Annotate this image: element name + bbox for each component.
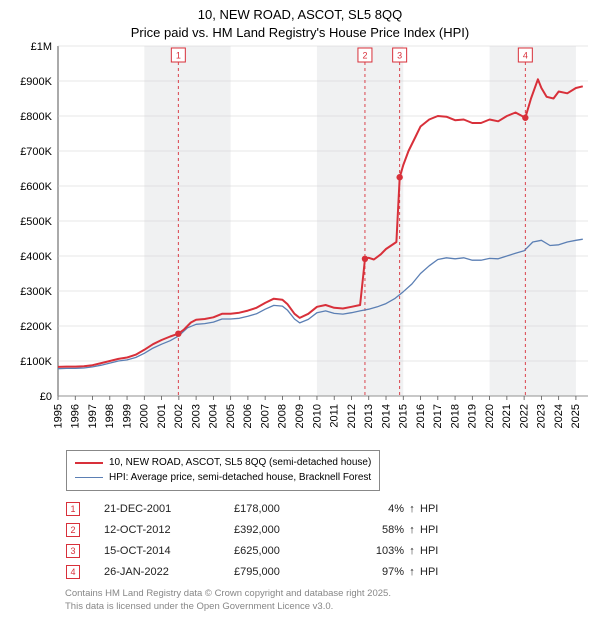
legend-label-hpi: HPI: Average price, semi-detached house,…	[109, 470, 371, 485]
event-pct: 97%	[344, 566, 404, 578]
svg-text:£100K: £100K	[20, 356, 52, 368]
title-line-1: 10, NEW ROAD, ASCOT, SL5 8QQ	[198, 7, 402, 22]
svg-text:2025: 2025	[570, 404, 582, 428]
title-line-2: Price paid vs. HM Land Registry's House …	[131, 25, 469, 40]
event-number-box: 3	[66, 544, 80, 558]
event-date: 21-DEC-2001	[104, 503, 234, 515]
svg-text:£1M: £1M	[31, 42, 52, 53]
svg-text:£500K: £500K	[20, 216, 52, 228]
arrow-up-icon: ↑	[404, 545, 420, 557]
svg-text:2006: 2006	[242, 404, 254, 428]
attribution-line-1: Contains HM Land Registry data © Crown c…	[65, 588, 391, 599]
svg-text:£300K: £300K	[20, 286, 52, 298]
svg-text:2000: 2000	[139, 404, 151, 428]
svg-text:2023: 2023	[536, 404, 548, 428]
legend: 10, NEW ROAD, ASCOT, SL5 8QQ (semi-detac…	[66, 450, 380, 491]
event-row: 4 26-JAN-2022£795,00097%↑HPI	[66, 561, 460, 582]
arrow-up-icon: ↑	[404, 503, 420, 515]
svg-text:£600K: £600K	[20, 181, 52, 193]
event-row: 3 15-OCT-2014£625,000103%↑HPI	[66, 540, 460, 561]
event-date: 26-JAN-2022	[104, 566, 234, 578]
svg-text:2020: 2020	[484, 404, 496, 428]
event-date: 15-OCT-2014	[104, 545, 234, 557]
svg-text:1996: 1996	[70, 404, 82, 428]
svg-text:2015: 2015	[398, 404, 410, 428]
attribution: Contains HM Land Registry data © Crown c…	[65, 588, 391, 614]
svg-text:1997: 1997	[87, 404, 99, 428]
svg-text:2019: 2019	[467, 404, 479, 428]
svg-text:2002: 2002	[173, 404, 185, 428]
svg-text:3: 3	[397, 51, 402, 61]
legend-item-property: 10, NEW ROAD, ASCOT, SL5 8QQ (semi-detac…	[75, 455, 371, 470]
svg-text:1998: 1998	[104, 404, 116, 428]
event-pct: 4%	[344, 503, 404, 515]
event-pct: 103%	[344, 545, 404, 557]
chart-svg: £0 £100K £200K £300K £400K £500K £600K £700K £80…	[0, 42, 600, 442]
event-number-box: 4	[66, 565, 80, 579]
svg-text:2016: 2016	[415, 404, 427, 428]
svg-text:£900K: £900K	[20, 76, 52, 88]
event-date: 12-OCT-2012	[104, 524, 234, 536]
event-suffix: HPI	[420, 545, 460, 557]
svg-text:2005: 2005	[225, 404, 237, 428]
events-table: 121-DEC-2001£178,0004%↑HPI212-OCT-2012£3…	[66, 498, 460, 582]
svg-text:2017: 2017	[432, 404, 444, 428]
arrow-up-icon: ↑	[404, 524, 420, 536]
svg-text:2001: 2001	[156, 404, 168, 428]
svg-text:£800K: £800K	[20, 111, 52, 123]
legend-label-property: 10, NEW ROAD, ASCOT, SL5 8QQ (semi-detac…	[109, 455, 371, 470]
event-price: £625,000	[234, 545, 344, 557]
svg-text:2014: 2014	[380, 404, 392, 428]
chart-plot: £0 £100K £200K £300K £400K £500K £600K £700K £80…	[0, 42, 600, 442]
chart-title: 10, NEW ROAD, ASCOT, SL5 8QQ Price paid …	[0, 0, 600, 41]
svg-text:1: 1	[176, 51, 181, 61]
legend-swatch-property	[75, 462, 103, 464]
svg-text:2011: 2011	[329, 404, 341, 428]
event-price: £392,000	[234, 524, 344, 536]
svg-text:2024: 2024	[553, 404, 565, 428]
svg-text:2012: 2012	[346, 404, 358, 428]
svg-text:2003: 2003	[190, 404, 202, 428]
svg-text:2008: 2008	[277, 404, 289, 428]
legend-swatch-hpi	[75, 477, 103, 478]
event-row: 1 21-DEC-2001£178,0004%↑HPI	[66, 498, 460, 519]
event-number-box: 2	[66, 523, 80, 537]
svg-text:£400K: £400K	[20, 251, 52, 263]
svg-text:1999: 1999	[121, 404, 133, 428]
event-number-box: 1	[66, 502, 80, 516]
event-pct: 58%	[344, 524, 404, 536]
svg-text:2018: 2018	[449, 404, 461, 428]
event-price: £795,000	[234, 566, 344, 578]
attribution-line-2: This data is licensed under the Open Gov…	[65, 601, 333, 612]
event-suffix: HPI	[420, 566, 460, 578]
svg-text:2: 2	[362, 51, 367, 61]
chart-container: { "title_line1": "10, NEW ROAD, ASCOT, S…	[0, 0, 600, 620]
svg-text:£0: £0	[40, 391, 52, 403]
svg-text:£200K: £200K	[20, 321, 52, 333]
svg-text:2009: 2009	[294, 404, 306, 428]
event-price: £178,000	[234, 503, 344, 515]
svg-text:2010: 2010	[311, 404, 323, 428]
svg-text:4: 4	[523, 51, 528, 61]
svg-text:2013: 2013	[363, 404, 375, 428]
svg-text:2022: 2022	[518, 404, 530, 428]
event-row: 2 12-OCT-2012£392,00058%↑HPI	[66, 519, 460, 540]
svg-text:1995: 1995	[52, 404, 64, 428]
event-suffix: HPI	[420, 503, 460, 515]
svg-text:2004: 2004	[208, 404, 220, 428]
svg-text:2007: 2007	[259, 404, 271, 428]
svg-text:£700K: £700K	[20, 146, 52, 158]
event-suffix: HPI	[420, 524, 460, 536]
legend-item-hpi: HPI: Average price, semi-detached house,…	[75, 470, 371, 485]
arrow-up-icon: ↑	[404, 566, 420, 578]
svg-text:2021: 2021	[501, 404, 513, 428]
